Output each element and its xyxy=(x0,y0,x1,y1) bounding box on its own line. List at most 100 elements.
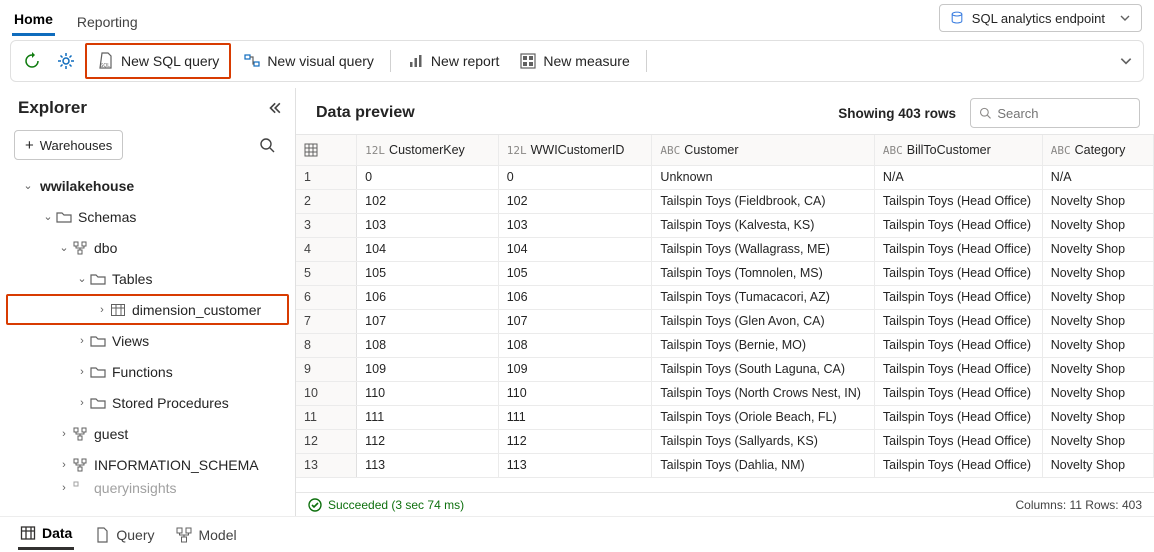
cell-wwicustomerid: 112 xyxy=(498,429,652,453)
tab-query[interactable]: Query xyxy=(92,521,156,549)
col-billtocustomer[interactable]: ABCBillToCustomer xyxy=(874,135,1042,165)
tab-data[interactable]: Data xyxy=(18,519,74,550)
cell-customerkey: 103 xyxy=(357,213,499,237)
tree-node-lakehouse[interactable]: ⌄ wwilakehouse xyxy=(0,170,295,201)
tree-node-queryinsights[interactable]: › queryinsights xyxy=(0,480,295,496)
warehouses-label: Warehouses xyxy=(40,138,113,153)
cell-category: Novelty Shop xyxy=(1042,189,1153,213)
cell-billtocustomer: N/A xyxy=(874,165,1042,189)
collapse-explorer-button[interactable] xyxy=(267,101,281,115)
cell-billtocustomer: Tailspin Toys (Head Office) xyxy=(874,189,1042,213)
new-sql-query-button[interactable]: SQL New SQL query xyxy=(85,43,231,79)
new-report-button[interactable]: New report xyxy=(399,45,507,77)
table-row[interactable]: 5105105Tailspin Toys (Tomnolen, MS)Tails… xyxy=(296,261,1154,285)
explorer-search-button[interactable] xyxy=(253,131,281,159)
tree-node-schemas[interactable]: ⌄ Schemas xyxy=(0,201,295,232)
cell-customer: Tailspin Toys (South Laguna, CA) xyxy=(652,357,874,381)
cell-billtocustomer: Tailspin Toys (Head Office) xyxy=(874,333,1042,357)
cell-customer: Tailspin Toys (Dahlia, NM) xyxy=(652,453,874,477)
cell-wwicustomerid: 107 xyxy=(498,309,652,333)
cell-customer: Tailspin Toys (Sallyards, KS) xyxy=(652,429,874,453)
cell-billtocustomer: Tailspin Toys (Head Office) xyxy=(874,429,1042,453)
tree-node-stored-procedures[interactable]: › Stored Procedures xyxy=(0,387,295,418)
schema-icon xyxy=(72,480,88,496)
status-bar: Succeeded (3 sec 74 ms) Columns: 11 Rows… xyxy=(296,492,1154,516)
settings-button[interactable] xyxy=(51,45,81,77)
cell-customer: Tailspin Toys (Tomnolen, MS) xyxy=(652,261,874,285)
query-icon xyxy=(94,527,110,543)
bottom-tabs: Data Query Model xyxy=(0,516,1154,552)
search-input[interactable] xyxy=(997,106,1131,121)
tab-home[interactable]: Home xyxy=(12,3,55,36)
main-split: Explorer + Warehouses ⌄ wwilakehouse ⌄ S… xyxy=(0,88,1154,516)
caret-right-icon: › xyxy=(58,428,70,440)
row-number: 7 xyxy=(296,309,357,333)
cell-wwicustomerid: 109 xyxy=(498,357,652,381)
folder-icon xyxy=(90,271,106,287)
row-number: 12 xyxy=(296,429,357,453)
cell-wwicustomerid: 106 xyxy=(498,285,652,309)
tree-node-guest[interactable]: › guest xyxy=(0,418,295,449)
tree-node-functions[interactable]: › Functions xyxy=(0,356,295,387)
table-row[interactable]: 100UnknownN/AN/A xyxy=(296,165,1154,189)
cell-billtocustomer: Tailspin Toys (Head Office) xyxy=(874,357,1042,381)
table-row[interactable]: 13113113Tailspin Toys (Dahlia, NM)Tailsp… xyxy=(296,453,1154,477)
caret-down-icon: ⌄ xyxy=(22,179,34,192)
toolbar-overflow[interactable] xyxy=(1119,54,1133,68)
schema-icon xyxy=(72,457,88,473)
chevron-down-icon xyxy=(1119,54,1133,68)
table-row[interactable]: 12112112Tailspin Toys (Sallyards, KS)Tai… xyxy=(296,429,1154,453)
table-row[interactable]: 10110110Tailspin Toys (North Crows Nest,… xyxy=(296,381,1154,405)
table-row[interactable]: 7107107Tailspin Toys (Glen Avon, CA)Tail… xyxy=(296,309,1154,333)
table-row[interactable]: 11111111Tailspin Toys (Oriole Beach, FL)… xyxy=(296,405,1154,429)
data-grid: 12LCustomerKey 12LWWICustomerID ABCCusto… xyxy=(296,134,1154,492)
toolbar-divider xyxy=(390,50,391,72)
preview-search-box[interactable] xyxy=(970,98,1140,128)
database-icon xyxy=(950,11,964,25)
cell-billtocustomer: Tailspin Toys (Head Office) xyxy=(874,405,1042,429)
endpoint-selector[interactable]: SQL analytics endpoint xyxy=(939,4,1142,32)
explorer-panel: Explorer + Warehouses ⌄ wwilakehouse ⌄ S… xyxy=(0,88,296,516)
tab-reporting[interactable]: Reporting xyxy=(75,6,140,36)
col-customerkey[interactable]: 12LCustomerKey xyxy=(357,135,499,165)
col-customer[interactable]: ABCCustomer xyxy=(652,135,874,165)
table-row[interactable]: 6106106Tailspin Toys (Tumacacori, AZ)Tai… xyxy=(296,285,1154,309)
add-warehouses-button[interactable]: + Warehouses xyxy=(14,130,123,160)
refresh-icon xyxy=(23,52,41,70)
information-schema-label: INFORMATION_SCHEMA xyxy=(94,457,259,473)
cell-customer: Tailspin Toys (North Crows Nest, IN) xyxy=(652,381,874,405)
tree-node-tables[interactable]: ⌄ Tables xyxy=(0,263,295,294)
table-row[interactable]: 2102102Tailspin Toys (Fieldbrook, CA)Tai… xyxy=(296,189,1154,213)
new-measure-button[interactable]: New measure xyxy=(511,45,637,77)
rownum-header[interactable] xyxy=(296,135,357,165)
tab-model-label: Model xyxy=(198,527,236,543)
tables-label: Tables xyxy=(112,271,152,287)
table-row[interactable]: 8108108Tailspin Toys (Bernie, MO)Tailspi… xyxy=(296,333,1154,357)
tab-model[interactable]: Model xyxy=(174,521,238,549)
new-sql-query-label: New SQL query xyxy=(121,53,219,69)
tab-data-label: Data xyxy=(42,525,72,541)
new-visual-query-button[interactable]: New visual query xyxy=(235,45,382,77)
refresh-button[interactable] xyxy=(17,45,47,77)
caret-right-icon: › xyxy=(58,482,70,494)
col-category[interactable]: ABCCategory xyxy=(1042,135,1153,165)
caret-down-icon: ⌄ xyxy=(76,272,88,285)
tree-node-information-schema[interactable]: › INFORMATION_SCHEMA xyxy=(0,449,295,480)
cell-wwicustomerid: 102 xyxy=(498,189,652,213)
row-number: 2 xyxy=(296,189,357,213)
visual-query-icon xyxy=(243,52,261,70)
table-row[interactable]: 3103103Tailspin Toys (Kalvesta, KS)Tails… xyxy=(296,213,1154,237)
tree-node-views[interactable]: › Views xyxy=(0,325,295,356)
row-number: 13 xyxy=(296,453,357,477)
table-row[interactable]: 4104104Tailspin Toys (Wallagrass, ME)Tai… xyxy=(296,237,1154,261)
cell-billtocustomer: Tailspin Toys (Head Office) xyxy=(874,309,1042,333)
grid-icon xyxy=(304,143,318,157)
success-icon xyxy=(308,498,322,512)
cell-category: Novelty Shop xyxy=(1042,285,1153,309)
cell-category: N/A xyxy=(1042,165,1153,189)
tree-node-dbo[interactable]: ⌄ dbo xyxy=(0,232,295,263)
tree-node-dimension-customer[interactable]: › dimension_customer xyxy=(6,294,289,325)
new-measure-label: New measure xyxy=(543,53,629,69)
col-wwicustomerid[interactable]: 12LWWICustomerID xyxy=(498,135,652,165)
table-row[interactable]: 9109109Tailspin Toys (South Laguna, CA)T… xyxy=(296,357,1154,381)
